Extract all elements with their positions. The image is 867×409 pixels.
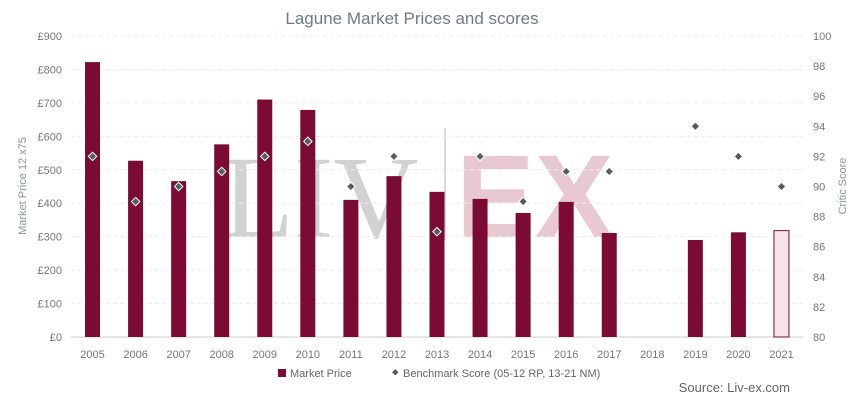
score-point [216, 166, 227, 177]
y-left-tick-label: £600 [38, 131, 62, 143]
y-right-tick-label: 82 [813, 302, 825, 314]
x-tick-label: 2014 [468, 349, 492, 361]
x-tick-label: 2016 [554, 349, 578, 361]
bar [300, 109, 316, 337]
score-points [87, 121, 787, 237]
legend-label-benchmark-score: Benchmark Score (05-12 RP, 13-21 NM) [403, 368, 600, 380]
y-left-tick-label: £900 [38, 31, 62, 43]
y-right-tick-label: 98 [813, 61, 825, 73]
y-right-tick-label: 90 [813, 182, 825, 194]
y-right-tick-label: 86 [813, 242, 825, 254]
bar [773, 230, 790, 338]
score-point [432, 226, 442, 237]
bar [85, 62, 101, 337]
watermark-divider [444, 128, 446, 240]
score-point [561, 166, 572, 177]
x-tick-label: 2005 [80, 349, 104, 361]
score-point [302, 136, 313, 147]
y-left-tick-label: £200 [38, 265, 62, 277]
y-right-axis-label: Critic Score [837, 158, 849, 215]
y-left-tick-label: £500 [38, 165, 62, 177]
y-right-tick-label: 100 [813, 31, 831, 43]
source-credit: Source: Liv-ex.com [679, 380, 790, 395]
x-tick-label: 2012 [382, 349, 406, 361]
y-left-tick-label: £300 [38, 232, 62, 244]
y-left-tick-label: £700 [38, 98, 62, 110]
x-tick-label: 2021 [769, 349, 793, 361]
bar [257, 99, 273, 338]
y-right-tick-label: 84 [813, 272, 825, 284]
bar [214, 144, 230, 337]
x-tick-label: 2011 [339, 349, 363, 361]
x-tick-label: 2020 [726, 349, 750, 361]
legend-swatch-market-price [278, 369, 286, 377]
score-point [475, 151, 486, 162]
x-tick-label: 2006 [123, 349, 147, 361]
y-right-axis-ticks: 80 82 84 86 88 90 92 94 96 98 100 [813, 31, 831, 344]
watermark-logo: LIV EX [222, 128, 613, 263]
y-left-axis-ticks: £0 £100 £200 £300 £400 £500 £600 £700 £800 £900 [38, 31, 62, 344]
x-tick-label: 2013 [425, 349, 449, 361]
bar [472, 198, 488, 337]
x-tick-label: 2019 [683, 349, 707, 361]
watermark-liv: LIV [222, 132, 419, 263]
bar [386, 176, 402, 337]
bar [515, 212, 531, 337]
score-point [130, 196, 141, 207]
score-point [733, 151, 744, 162]
score-point [776, 181, 787, 192]
bar [687, 240, 703, 337]
score-point [388, 151, 399, 162]
bar [558, 201, 574, 337]
y-right-tick-label: 88 [813, 212, 825, 224]
score-point [259, 151, 270, 162]
bar [730, 232, 746, 337]
score-point [87, 151, 98, 162]
score-point [518, 196, 529, 207]
x-tick-label: 2009 [253, 349, 277, 361]
bar [429, 191, 445, 337]
y-right-tick-label: 80 [813, 332, 825, 344]
y-left-tick-label: £0 [50, 332, 62, 344]
y-right-tick-label: 92 [813, 151, 825, 163]
legend-label-market-price: Market Price [290, 368, 352, 380]
x-tick-label: 2018 [640, 349, 664, 361]
y-left-axis-label: Market Price 12 x75 [17, 137, 29, 235]
y-left-tick-label: £800 [38, 64, 62, 76]
score-point [173, 181, 184, 192]
x-tick-label: 2007 [166, 349, 190, 361]
y-right-tick-label: 96 [813, 91, 825, 103]
x-tick-label: 2010 [296, 349, 320, 361]
score-point [345, 181, 356, 192]
x-tick-label: 2015 [511, 349, 535, 361]
score-point [604, 166, 615, 177]
bar [343, 199, 359, 337]
score-point [690, 121, 701, 132]
legend-swatch-benchmark-score [392, 369, 399, 376]
x-tick-label: 2017 [597, 349, 621, 361]
bar [128, 160, 144, 337]
chart-title: Lagune Market Prices and scores [285, 9, 538, 28]
y-right-tick-label: 94 [813, 121, 825, 133]
legend: Market Price Benchmark Score (05-12 RP, … [278, 368, 600, 380]
y-left-tick-label: £400 [38, 198, 62, 210]
x-axis-ticks: 2005 2006 2007 2008 2009 2010 2011 2012 2013 2014… [80, 349, 793, 361]
bar [601, 232, 617, 337]
bars [85, 62, 790, 338]
bar [171, 181, 187, 337]
y-left-tick-label: £100 [38, 299, 62, 311]
x-tick-label: 2008 [209, 349, 233, 361]
